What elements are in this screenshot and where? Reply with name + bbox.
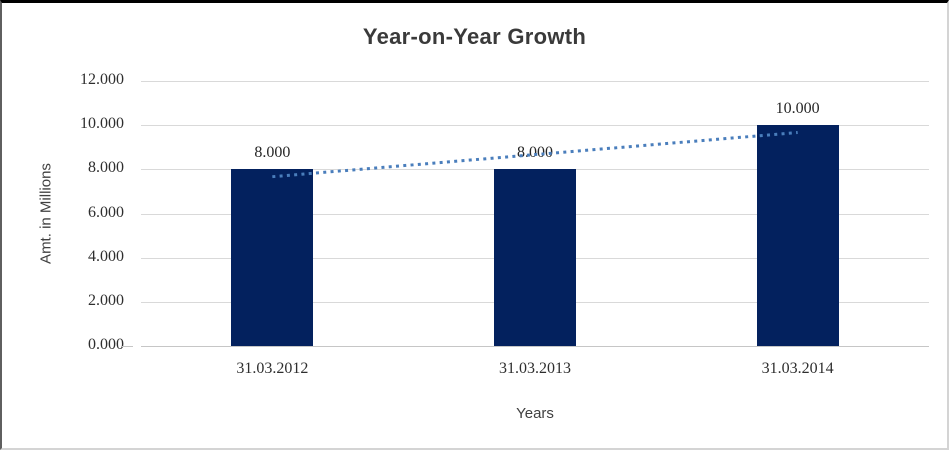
y-tick-label: 2.000 <box>88 291 124 309</box>
y-tick-label: 4.000 <box>88 247 124 265</box>
bar-value-label: 8.000 <box>254 144 291 162</box>
y-tick-label: 12.000 <box>80 71 124 88</box>
bar-value-label: 10.000 <box>775 100 820 118</box>
x-tick-label: 31.03.2014 <box>761 360 834 377</box>
chart-title: Year-on-Year Growth <box>362 24 587 49</box>
x-axis-title: Years <box>516 405 554 422</box>
gridline <box>141 81 929 82</box>
y-tick-label: 0.000 <box>88 336 124 353</box>
bar-value-label: 8.000 <box>517 144 553 162</box>
bar-31.03.2013 <box>494 169 576 346</box>
y-tick-label: 8.000 <box>88 159 124 177</box>
axis-tick <box>122 346 133 347</box>
bar-31.03.2012 <box>231 169 314 346</box>
x-axis-line <box>141 346 929 347</box>
x-tick-label: 31.03.2012 <box>236 360 309 377</box>
bar-31.03.2014 <box>756 125 839 346</box>
y-tick-label: 6.000 <box>88 203 124 221</box>
gridline <box>141 125 929 127</box>
x-tick-label: 31.03.2013 <box>499 360 571 377</box>
y-tick-label: 10.000 <box>80 115 124 133</box>
